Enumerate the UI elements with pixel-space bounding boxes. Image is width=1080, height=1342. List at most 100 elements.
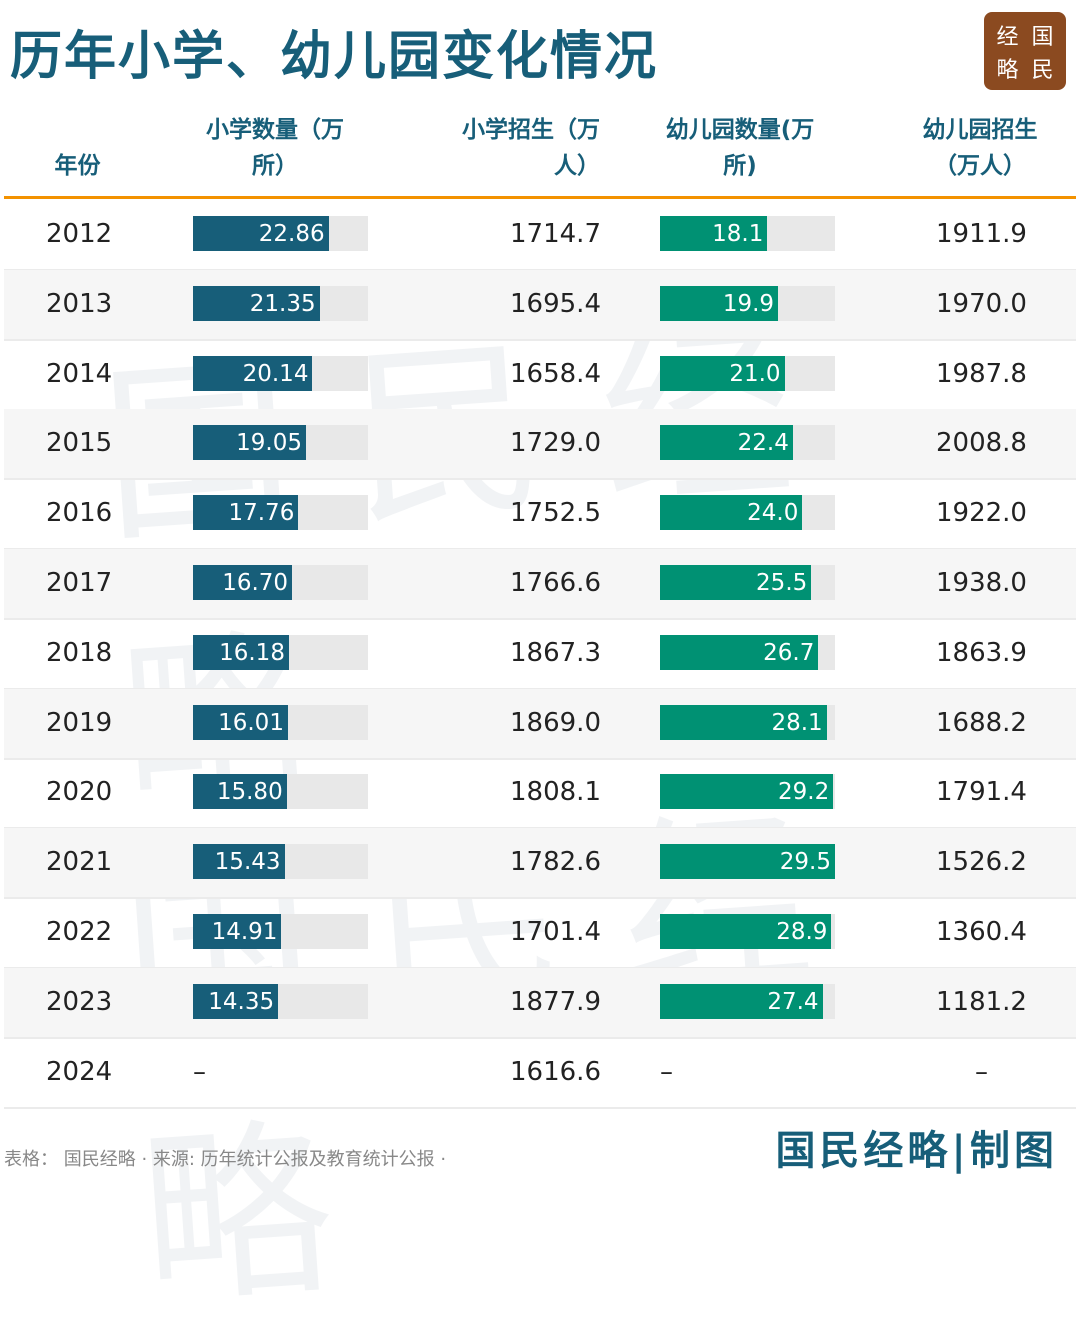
cell-primary_enroll: 1714.7 — [510, 219, 601, 249]
cell-year: 2021 — [46, 847, 113, 878]
header-rule — [4, 196, 1076, 199]
logo-char: 国 — [1031, 24, 1054, 50]
bar-primary_schools: 16.01 — [193, 704, 288, 740]
bar-track: 19.9 — [660, 285, 835, 321]
column-header: 小学数量（万 所） — [170, 112, 380, 188]
bar-primary_schools: 15.80 — [193, 774, 287, 810]
table-row: 2023 14.35 1877.9 27.4 1181.2 — [4, 967, 1076, 1039]
cell-primary_enroll: 1695.4 — [510, 288, 601, 319]
table-row: 2018 16.18 1867.3 26.7 1863.9 — [4, 619, 1076, 690]
bar-track: 14.35 — [193, 983, 368, 1019]
cell-kinder_enroll: 2008.8 — [936, 428, 1027, 459]
bar-label: 22.86 — [258, 221, 325, 247]
column-header: 幼儿园招生 （万人） — [880, 112, 1080, 188]
bar-primary_schools: 14.35 — [193, 983, 279, 1019]
cell-primary_enroll: 1782.6 — [510, 847, 601, 878]
table-row: 2024 – 1616.6 – – — [4, 1038, 1076, 1109]
bar-label: 18.1 — [712, 221, 764, 247]
bar-label: 21.35 — [249, 290, 316, 317]
cell-year: 2012 — [46, 219, 113, 249]
table-row: 2012 22.86 1714.7 18.1 1911.9 — [4, 200, 1076, 271]
bar-kinder: 27.4 — [660, 983, 823, 1019]
cell-primary_enroll: 1729.0 — [510, 428, 601, 459]
cell-primary_enroll: 1658.4 — [510, 358, 601, 389]
logo-char: 略 — [996, 57, 1019, 83]
cell-kinder_enroll: 1360.4 — [936, 917, 1027, 947]
cell-primary_enroll: 1701.4 — [510, 917, 601, 947]
bar-label: 16.01 — [218, 709, 284, 736]
cell-kinder_enroll: 1911.9 — [936, 219, 1027, 249]
bar-primary_schools: 21.35 — [193, 285, 320, 321]
bar-kinder: 26.7 — [660, 634, 819, 670]
bar-kinder: 29.5 — [660, 844, 835, 880]
bar-track: 22.4 — [660, 425, 835, 461]
cell-primary_schools: – — [193, 1056, 206, 1087]
bar-label: 19.05 — [236, 430, 302, 457]
cell-year: 2023 — [46, 986, 113, 1017]
bar-track: 14.91 — [193, 914, 368, 949]
bar-label: 28.9 — [776, 919, 828, 945]
bar-kinder: 18.1 — [660, 216, 768, 251]
cell-primary_enroll: 1877.9 — [510, 986, 601, 1017]
bar-label: 28.1 — [771, 709, 823, 736]
column-header-line: 所) — [723, 153, 757, 179]
cell-year: 2019 — [46, 707, 113, 738]
cell-primary_enroll: 1616.6 — [510, 1056, 601, 1087]
table-row: 2014 20.14 1658.4 21.0 1987.8 — [4, 340, 1076, 411]
bar-primary_schools: 16.18 — [193, 634, 289, 670]
table-row: 2015 19.05 1729.0 22.4 2008.8 — [4, 409, 1076, 481]
cell-year: 2014 — [46, 358, 113, 389]
cell-year: 2017 — [46, 568, 113, 598]
cell-kinder_enroll: 1181.2 — [936, 986, 1027, 1017]
cell-year: 2022 — [46, 917, 113, 947]
bar-track: 22.86 — [193, 216, 368, 251]
bar-label: 14.35 — [208, 988, 275, 1015]
table-row: 2021 15.43 1782.6 29.5 1526.2 — [4, 828, 1076, 900]
bar-kinder: 22.4 — [660, 425, 793, 461]
bar-track: 17.76 — [193, 495, 368, 531]
bar-label: 24.0 — [747, 500, 799, 527]
bar-label: 15.80 — [216, 779, 283, 806]
bar-track: 15.43 — [193, 844, 368, 880]
bar-track: 15.80 — [193, 774, 368, 810]
bar-kinder: 21.0 — [660, 355, 785, 391]
bar-label: 22.4 — [737, 430, 789, 457]
table-row: 2013 21.35 1695.4 19.9 1970.0 — [4, 269, 1076, 341]
cell-kinder_enroll: – — [975, 1056, 988, 1087]
logo-char: 民 — [1031, 57, 1054, 83]
column-header: 年份 — [10, 112, 145, 224]
bar-label: 27.4 — [767, 988, 819, 1015]
bar-label: 14.91 — [211, 919, 278, 945]
column-header: 小学招生（万 人） — [400, 112, 600, 188]
cell-primary_enroll: 1869.0 — [510, 707, 601, 738]
logo-char: 经 — [996, 24, 1019, 50]
bar-label: 29.2 — [778, 779, 830, 806]
cell-year: 2015 — [46, 428, 113, 459]
bar-track: 21.35 — [193, 285, 368, 321]
bar-track: 24.0 — [660, 495, 835, 531]
bar-track: 21.0 — [660, 355, 835, 391]
bar-label: 19.9 — [722, 290, 775, 317]
column-header-line: 小学招生（万 — [462, 117, 600, 143]
bar-label: 16.18 — [219, 639, 285, 666]
bar-label: 25.5 — [756, 570, 808, 596]
bar-label: 15.43 — [214, 849, 281, 876]
bar-primary_schools: 17.76 — [193, 495, 299, 531]
cell-year: 2016 — [46, 498, 113, 529]
column-header-line: 幼儿园数量(万 — [665, 117, 815, 143]
bar-track: 28.9 — [660, 914, 835, 949]
table-row: 2022 14.91 1701.4 28.9 1360.4 — [4, 898, 1076, 969]
cell-kinder: – — [660, 1056, 673, 1087]
cell-primary_enroll: 1867.3 — [510, 637, 601, 668]
column-header-line: （万人） — [934, 153, 1026, 179]
column-header-line: 幼儿园招生 — [922, 117, 1038, 143]
cell-kinder_enroll: 1970.0 — [936, 288, 1027, 319]
table-row: 2016 17.76 1752.5 24.0 1922.0 — [4, 479, 1076, 551]
bar-track: 29.2 — [660, 774, 835, 810]
brand-credit: 国民经略|制图 — [775, 1127, 1058, 1174]
bar-label: 26.7 — [763, 639, 815, 666]
source-note: 表格： 国民经略 · 来源: 历年统计公报及教育统计公报 · — [4, 1149, 447, 1170]
bar-label: 29.5 — [779, 849, 831, 876]
bar-primary_schools: 22.86 — [193, 216, 329, 251]
bar-track: 16.18 — [193, 634, 368, 670]
